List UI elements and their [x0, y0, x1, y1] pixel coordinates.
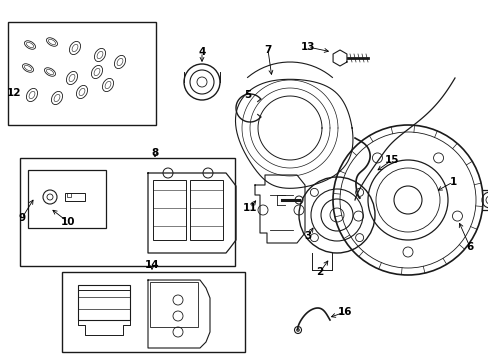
Bar [190, 180, 223, 240]
Bar [20, 158, 235, 266]
Text: 4: 4 [198, 47, 205, 57]
Bar [62, 272, 244, 352]
Text: 3: 3 [304, 231, 311, 241]
Bar [150, 282, 198, 327]
Text: 8: 8 [151, 148, 158, 158]
Text: 6: 6 [466, 242, 473, 252]
Bar [28, 170, 106, 228]
Bar [67, 193, 71, 197]
Text: 11: 11 [242, 203, 257, 213]
Text: 13: 13 [300, 42, 315, 52]
Bar [65, 193, 85, 201]
Text: 10: 10 [61, 217, 75, 227]
Text: 16: 16 [337, 307, 351, 317]
Bar [8, 22, 156, 125]
Text: 15: 15 [384, 155, 398, 165]
Text: 12: 12 [7, 88, 21, 98]
Text: 14: 14 [144, 260, 159, 270]
Bar [78, 285, 130, 320]
Text: 7: 7 [264, 45, 271, 55]
Bar [153, 180, 185, 240]
Text: 9: 9 [19, 213, 25, 223]
Text: 5: 5 [244, 90, 251, 100]
Text: 2: 2 [316, 267, 323, 277]
Text: 1: 1 [448, 177, 456, 187]
